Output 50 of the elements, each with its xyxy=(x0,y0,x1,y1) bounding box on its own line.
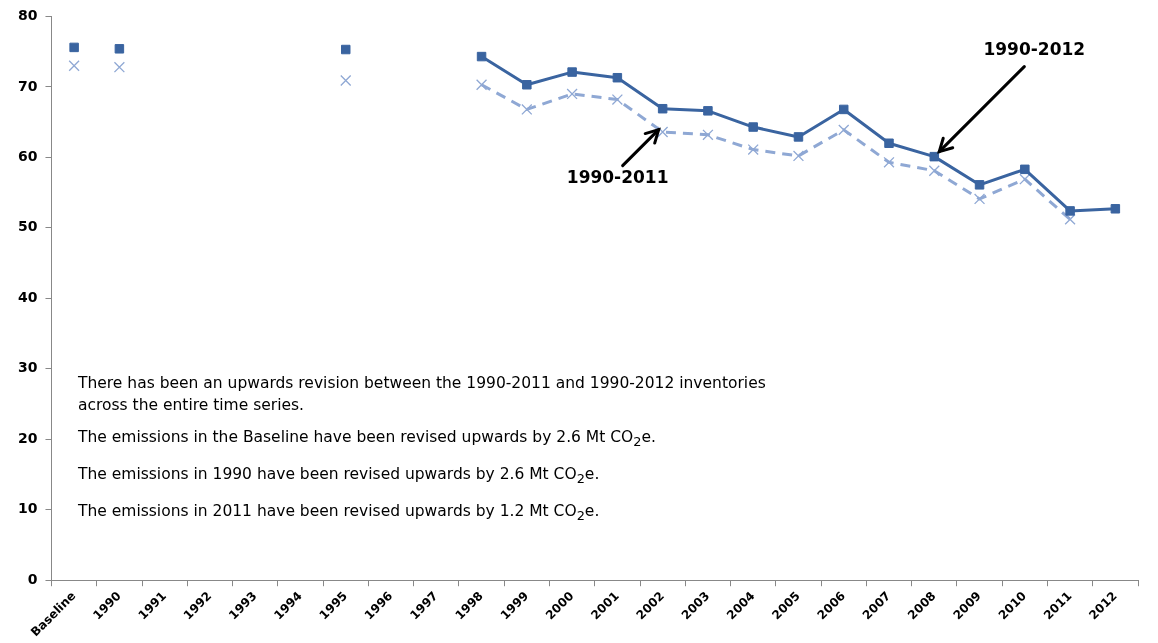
y-tick-label: 10 xyxy=(18,500,38,517)
point xyxy=(1110,204,1121,214)
point xyxy=(69,42,79,53)
annotation: 1990-2011 xyxy=(566,166,669,187)
point xyxy=(612,72,623,83)
annotation: The emissions in the Baseline have been revised upwards by 2.6 Mt CO$_{2}$e. xyxy=(78,427,657,452)
annotation: The emissions in 1990 have been revised upwards by 2.6 Mt CO$_{2}$e. xyxy=(78,464,601,489)
point xyxy=(657,103,668,114)
point xyxy=(1065,206,1075,216)
y-tick-label: 70 xyxy=(18,77,38,94)
y-tick-label: 30 xyxy=(18,359,38,376)
annotation: 1990-2012 xyxy=(983,38,1086,59)
point xyxy=(974,180,985,190)
point xyxy=(567,67,577,77)
point xyxy=(928,165,940,177)
y-tick-label: 0 xyxy=(27,570,38,587)
point xyxy=(838,124,850,136)
point xyxy=(657,126,669,138)
y-tick-label: 50 xyxy=(18,218,38,235)
y-tick-label: 20 xyxy=(18,429,38,446)
annotation: The emissions in 2011 have been revised upwards by 1.2 Mt CO$_{2}$e. xyxy=(78,501,601,526)
y-tick-label: 40 xyxy=(18,288,38,305)
y-tick-label: 80 xyxy=(18,7,38,24)
point xyxy=(973,193,986,205)
point xyxy=(340,74,352,87)
point xyxy=(521,103,533,116)
point xyxy=(792,150,805,162)
point xyxy=(1064,213,1076,225)
point xyxy=(341,44,351,55)
point xyxy=(702,129,714,141)
point xyxy=(747,144,759,156)
point xyxy=(703,106,713,116)
point xyxy=(929,151,940,162)
point xyxy=(114,44,125,54)
point xyxy=(838,104,849,115)
point xyxy=(748,122,758,132)
point xyxy=(883,156,895,168)
point xyxy=(113,61,125,73)
point xyxy=(476,51,487,62)
point xyxy=(566,88,578,100)
point xyxy=(884,138,894,148)
point xyxy=(68,60,80,72)
point xyxy=(611,93,623,106)
point xyxy=(1020,164,1030,175)
point xyxy=(793,132,804,142)
point xyxy=(522,80,532,90)
y-tick-label: 60 xyxy=(18,147,38,164)
annotation: There has been an upwards revision between the 1990-2011 and 1990-2012 inventories across the entire time series. xyxy=(78,373,767,416)
point xyxy=(1019,173,1031,185)
point xyxy=(475,79,488,91)
